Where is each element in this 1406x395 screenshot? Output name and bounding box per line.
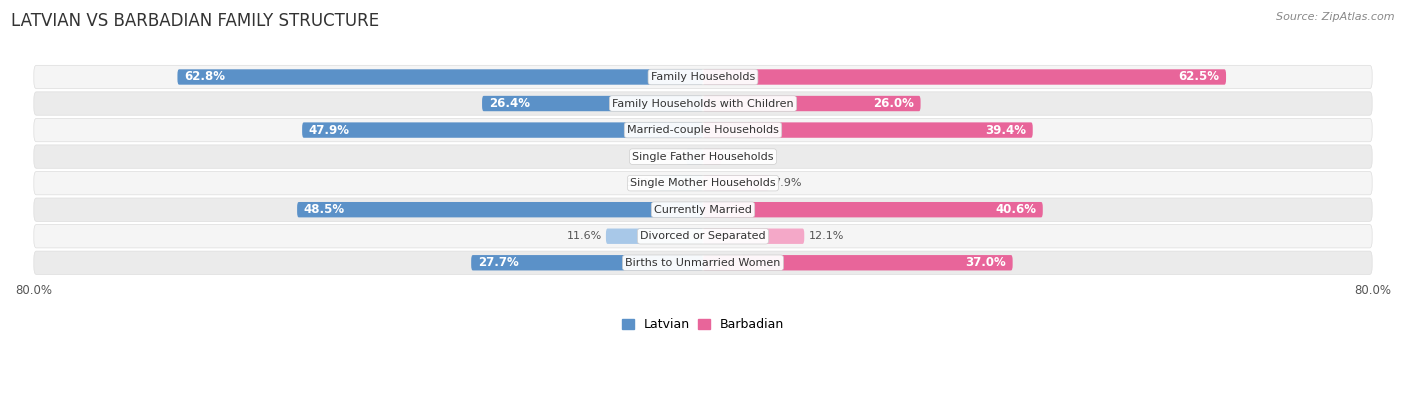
- Text: 26.0%: 26.0%: [873, 97, 914, 110]
- FancyBboxPatch shape: [34, 118, 1372, 142]
- FancyBboxPatch shape: [34, 145, 1372, 168]
- Text: 47.9%: 47.9%: [309, 124, 350, 137]
- FancyBboxPatch shape: [703, 255, 1012, 271]
- Text: 12.1%: 12.1%: [808, 231, 844, 241]
- FancyBboxPatch shape: [703, 202, 1043, 217]
- Text: 7.9%: 7.9%: [773, 178, 801, 188]
- Text: Births to Unmarried Women: Births to Unmarried Women: [626, 258, 780, 268]
- Text: 40.6%: 40.6%: [995, 203, 1036, 216]
- FancyBboxPatch shape: [658, 175, 703, 191]
- FancyBboxPatch shape: [703, 149, 721, 164]
- Text: 62.5%: 62.5%: [1178, 70, 1219, 83]
- Text: 62.8%: 62.8%: [184, 70, 225, 83]
- FancyBboxPatch shape: [703, 96, 921, 111]
- Text: 48.5%: 48.5%: [304, 203, 344, 216]
- Text: Currently Married: Currently Married: [654, 205, 752, 215]
- Text: 2.0%: 2.0%: [654, 152, 682, 162]
- FancyBboxPatch shape: [606, 229, 703, 244]
- FancyBboxPatch shape: [34, 198, 1372, 221]
- FancyBboxPatch shape: [703, 69, 1226, 85]
- Text: 39.4%: 39.4%: [986, 124, 1026, 137]
- Text: Divorced or Separated: Divorced or Separated: [640, 231, 766, 241]
- Text: 27.7%: 27.7%: [478, 256, 519, 269]
- FancyBboxPatch shape: [34, 92, 1372, 115]
- FancyBboxPatch shape: [686, 149, 703, 164]
- FancyBboxPatch shape: [177, 69, 703, 85]
- FancyBboxPatch shape: [34, 251, 1372, 275]
- Text: Married-couple Households: Married-couple Households: [627, 125, 779, 135]
- Text: Family Households: Family Households: [651, 72, 755, 82]
- FancyBboxPatch shape: [703, 122, 1033, 138]
- FancyBboxPatch shape: [471, 255, 703, 271]
- FancyBboxPatch shape: [34, 65, 1372, 88]
- FancyBboxPatch shape: [703, 229, 804, 244]
- Text: 2.2%: 2.2%: [725, 152, 754, 162]
- Text: 37.0%: 37.0%: [965, 256, 1005, 269]
- FancyBboxPatch shape: [34, 171, 1372, 195]
- Text: LATVIAN VS BARBADIAN FAMILY STRUCTURE: LATVIAN VS BARBADIAN FAMILY STRUCTURE: [11, 12, 380, 30]
- FancyBboxPatch shape: [482, 96, 703, 111]
- FancyBboxPatch shape: [703, 175, 769, 191]
- Text: 5.3%: 5.3%: [626, 178, 654, 188]
- Text: Source: ZipAtlas.com: Source: ZipAtlas.com: [1277, 12, 1395, 22]
- Text: Single Mother Households: Single Mother Households: [630, 178, 776, 188]
- Text: 26.4%: 26.4%: [489, 97, 530, 110]
- FancyBboxPatch shape: [297, 202, 703, 217]
- FancyBboxPatch shape: [302, 122, 703, 138]
- Legend: Latvian, Barbadian: Latvian, Barbadian: [617, 313, 789, 337]
- Text: 11.6%: 11.6%: [567, 231, 602, 241]
- FancyBboxPatch shape: [34, 224, 1372, 248]
- Text: Family Households with Children: Family Households with Children: [612, 98, 794, 109]
- Text: Single Father Households: Single Father Households: [633, 152, 773, 162]
